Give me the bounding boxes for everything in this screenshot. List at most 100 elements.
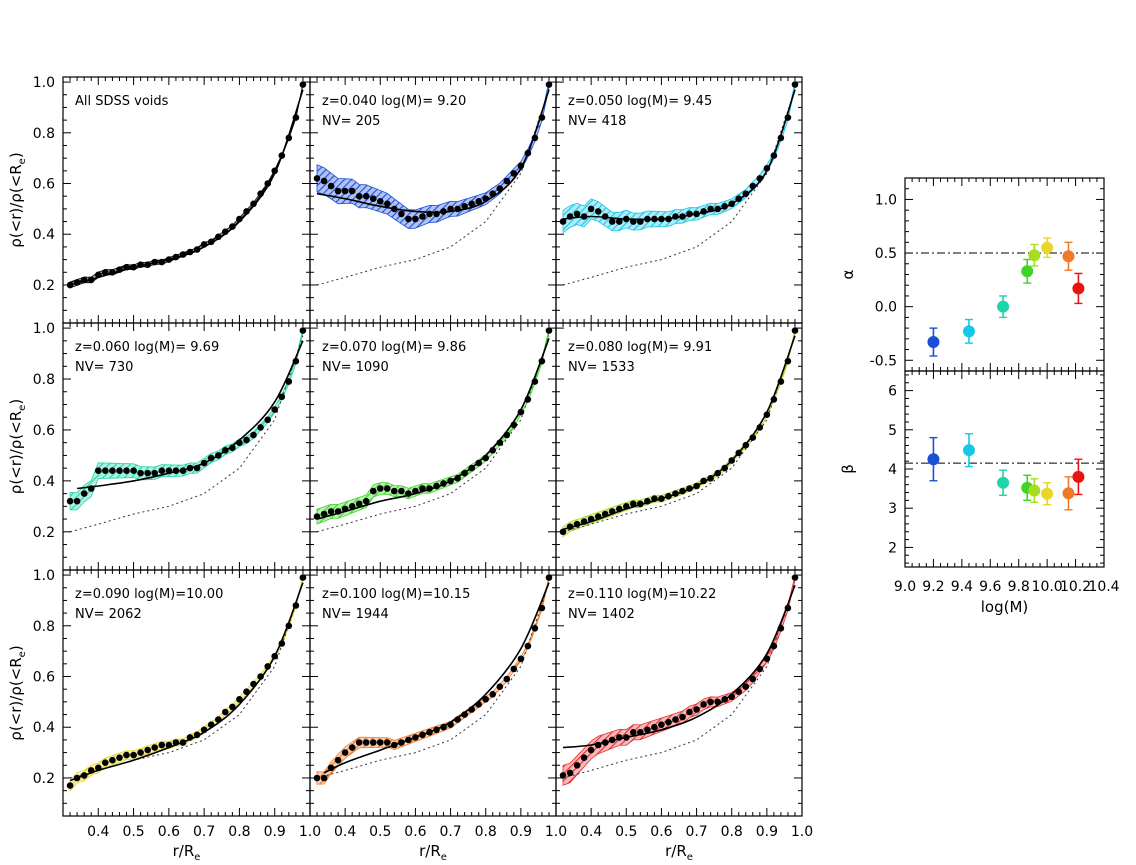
- panel-label: z=0.100 log(M)=10.15: [322, 587, 470, 602]
- data-point: [566, 769, 574, 777]
- data-point: [742, 683, 750, 690]
- data-point: [264, 663, 272, 670]
- beta-panel: 2 3 4 5 6 β 9.0 9.2 9.4 9.6 9.8 10.010.210.4 log(M): [839, 370, 1120, 616]
- data-point: [412, 734, 419, 741]
- panel-label: z=0.090 log(M)=10.00: [75, 587, 223, 602]
- data-point: [348, 503, 356, 510]
- data-point: [573, 210, 581, 218]
- data-point: [651, 723, 658, 731]
- panel-count: NV= 418: [568, 114, 626, 129]
- data-point: [123, 263, 130, 271]
- data-point: [327, 182, 335, 190]
- data-point: [285, 622, 293, 630]
- y-tick-label: 1.0: [875, 192, 897, 208]
- panel-label: z=0.060 log(M)= 9.69: [75, 340, 219, 355]
- y-tick-label: 0.5: [875, 246, 897, 262]
- data-point: [200, 459, 208, 467]
- data-point: [73, 279, 81, 286]
- panel-label: z=0.110 log(M)=10.22: [568, 587, 716, 602]
- y-tick-label: 4: [888, 462, 897, 478]
- data-point: [433, 210, 440, 218]
- data-point: [447, 477, 454, 485]
- x-tick-label: 0.9: [756, 824, 778, 840]
- reference-curve: [562, 582, 796, 779]
- data-point: [377, 485, 384, 492]
- data-point: [637, 729, 644, 736]
- panel-count: NV= 2062: [75, 607, 142, 622]
- y-tick-label: 0.8: [33, 372, 55, 388]
- data-point: [362, 739, 370, 746]
- data-point: [172, 253, 180, 261]
- data-point: [116, 467, 123, 475]
- data-point: [137, 261, 144, 269]
- x-axis-label: r/Re: [419, 842, 447, 863]
- data-point: [707, 475, 714, 482]
- x-tick-label: 0.8: [475, 824, 497, 840]
- data-point: [341, 505, 349, 513]
- data-point: [714, 205, 721, 213]
- data-point: [250, 200, 257, 208]
- data-point: [784, 114, 792, 121]
- x-tick-label: 0.6: [650, 824, 672, 840]
- data-point: [398, 487, 405, 495]
- data-point: [123, 751, 130, 759]
- panel-label: All SDSS voids: [75, 94, 169, 109]
- data-point: [559, 218, 567, 225]
- data-point: [137, 469, 144, 477]
- data-point: [728, 200, 735, 208]
- panel-5: z=0.080 log(M)= 9.91 NV= 1533: [555, 322, 803, 571]
- data-point: [531, 134, 539, 142]
- data-point: [538, 357, 546, 365]
- data-point: [447, 205, 454, 213]
- data-point: [735, 449, 742, 457]
- data-point: [580, 518, 588, 525]
- data-point: [137, 749, 144, 756]
- data-point: [524, 149, 532, 157]
- x-tick-label: 9.8: [1008, 579, 1030, 595]
- data-point: [1062, 487, 1075, 500]
- data-point: [482, 696, 490, 703]
- data-point: [334, 508, 342, 515]
- data-point: [1072, 282, 1085, 295]
- data-point: [623, 734, 630, 741]
- data-point: [461, 203, 468, 210]
- data-point: [763, 411, 771, 419]
- data-point: [116, 754, 123, 761]
- data-point: [496, 439, 504, 447]
- data-point: [784, 604, 792, 612]
- data-point: [608, 218, 616, 225]
- data-point: [672, 213, 679, 220]
- data-point: [566, 523, 574, 530]
- data-point: [962, 325, 975, 338]
- panel-2: z=0.050 log(M)= 9.45 NV= 418: [555, 76, 803, 324]
- data-point: [222, 708, 229, 716]
- data-point: [601, 739, 609, 746]
- x-tick-label: 1.0: [299, 824, 321, 840]
- data-point: [419, 213, 426, 220]
- reference-curve: [562, 89, 796, 286]
- data-point: [763, 165, 771, 172]
- data-point: [193, 731, 201, 739]
- data-point: [454, 475, 461, 482]
- x-tick-label: 10.0: [1032, 579, 1063, 595]
- data-point: [962, 444, 975, 457]
- reference-curve: [316, 335, 550, 533]
- y-tick-label: 0.8: [33, 126, 55, 142]
- data-point: [130, 751, 137, 759]
- panel-count: NV= 1533: [568, 360, 635, 375]
- data-point: [144, 746, 151, 754]
- data-point: [398, 739, 405, 746]
- data-point: [222, 228, 229, 235]
- y-axis-label: β: [839, 464, 857, 474]
- y-tick-label: 0.6: [33, 423, 55, 439]
- data-point: [777, 625, 785, 632]
- data-point: [714, 469, 721, 477]
- y-tick-label: 0.6: [33, 670, 55, 686]
- data-point: [341, 187, 349, 195]
- panel-frame: [904, 370, 1105, 568]
- data-point: [545, 327, 553, 334]
- x-tick-label: 9.4: [951, 579, 973, 595]
- fit-curve: [562, 584, 796, 749]
- data-point: [405, 215, 412, 223]
- data-point: [80, 490, 88, 497]
